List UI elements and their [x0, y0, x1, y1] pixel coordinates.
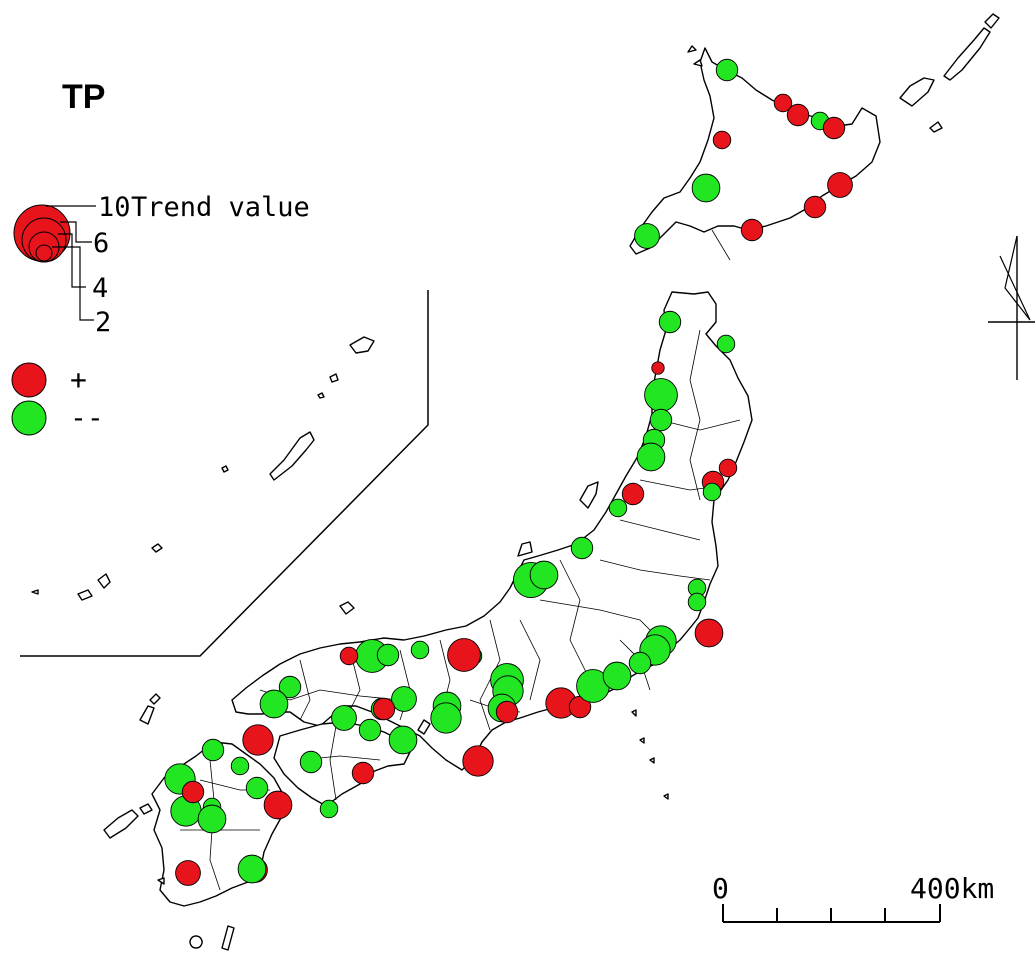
station-marker-negative — [628, 651, 652, 675]
legend-leader-6 — [60, 221, 92, 243]
station-marker-positive — [175, 860, 201, 886]
station-marker-negative — [702, 482, 722, 502]
station-marker-negative — [608, 498, 628, 518]
station-marker-negative — [649, 408, 673, 432]
station-marker-negative — [278, 675, 302, 699]
station-marker-positive — [372, 697, 396, 721]
station-marker-negative — [388, 725, 418, 755]
station-marker-positive — [447, 638, 481, 672]
station-marker-negative — [658, 310, 682, 334]
station-marker-positive — [351, 761, 375, 785]
scale-bar: 0 400km — [712, 872, 994, 923]
legend-size-circle-2 — [35, 244, 53, 262]
station-marker-negative — [245, 776, 269, 800]
station-marker-negative — [410, 640, 430, 660]
legend-size-6-label: 6 — [93, 228, 109, 259]
station-marker-negative — [529, 560, 559, 590]
station-marker-negative — [636, 442, 666, 472]
station-marker-negative — [319, 799, 339, 819]
station-marker-positive — [786, 103, 810, 127]
legend-negative-label: -- — [70, 401, 104, 434]
station-marker-positive — [718, 458, 738, 478]
station-marker-negative — [634, 223, 660, 249]
station-marker-positive — [803, 195, 827, 219]
legend-negative-swatch — [11, 400, 47, 436]
station-marker-positive — [263, 790, 293, 820]
legend-leader-4 — [58, 233, 86, 288]
station-marker-negative — [602, 661, 632, 691]
station-marker-positive — [827, 172, 853, 198]
station-marker-positive — [621, 482, 645, 506]
legend-size-4-label: 4 — [92, 273, 108, 304]
legend-size-title: Trend value — [131, 192, 310, 223]
station-marker-negative — [299, 750, 323, 774]
legend-positive-label: + — [70, 363, 87, 396]
station-marker-positive — [339, 646, 359, 666]
station-marker-negative — [430, 702, 462, 734]
station-marker-negative — [259, 689, 289, 719]
station-marker-positive — [181, 780, 205, 804]
station-marker-negative — [691, 173, 721, 203]
scale-start-label: 0 — [712, 872, 729, 905]
station-marker-positive — [651, 361, 665, 375]
size-legend: 10 Trend value 6 4 2 — [13, 192, 310, 338]
station-marker-positive — [773, 93, 793, 113]
station-marker-positive — [462, 745, 494, 777]
station-marker-negative — [391, 686, 417, 712]
station-marker-positive — [740, 218, 764, 242]
legend-positive-swatch — [11, 362, 47, 398]
station-marker-positive — [694, 618, 724, 648]
legend-size-2-label: 2 — [95, 307, 111, 338]
station-marker-negative — [376, 643, 400, 667]
station-marker-positive — [712, 130, 732, 150]
station-marker-negative — [715, 58, 739, 82]
japan-land — [103, 13, 1000, 951]
station-marker-negative — [230, 756, 250, 776]
station-marker-negative — [237, 854, 267, 884]
station-marker-negative — [331, 705, 357, 731]
north-arrow-icon — [988, 235, 1035, 380]
station-marker-negative — [197, 804, 227, 834]
okinawa-islands — [31, 336, 375, 601]
station-markers — [164, 58, 853, 886]
inset-frame — [20, 290, 429, 657]
station-marker-positive — [242, 724, 274, 756]
station-marker-positive — [822, 116, 846, 140]
station-marker-negative — [358, 718, 382, 742]
legend-leader-2 — [52, 246, 94, 321]
station-marker-negative — [644, 378, 678, 412]
station-marker-negative — [687, 592, 707, 612]
shikoku — [273, 721, 411, 807]
sign-legend: + -- — [11, 362, 104, 436]
legend-size-10-label: 10 — [98, 192, 131, 223]
station-marker-negative — [570, 536, 594, 560]
station-marker-negative — [716, 334, 736, 354]
scale-end-label: 400km — [910, 872, 994, 905]
station-marker-positive — [495, 700, 519, 724]
station-marker-negative — [201, 738, 225, 762]
map-title: TP — [62, 78, 105, 116]
